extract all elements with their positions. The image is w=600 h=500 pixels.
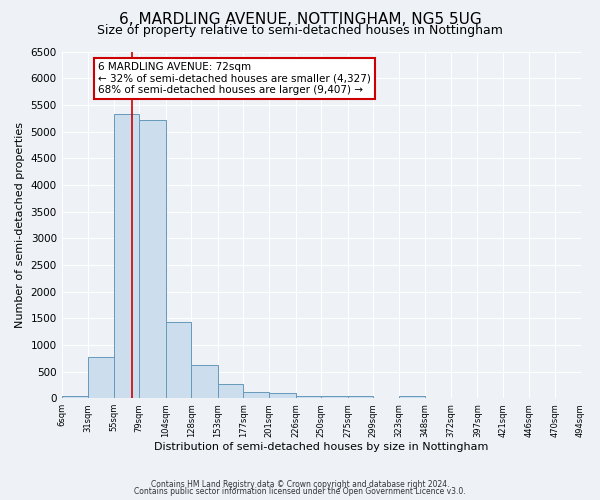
Bar [191,365,218,398]
Text: Size of property relative to semi-detached houses in Nottingham: Size of property relative to semi-detach… [97,24,503,37]
Text: Contains public sector information licensed under the Open Government Licence v3: Contains public sector information licen… [134,487,466,496]
Bar [398,396,425,398]
Bar [269,393,296,398]
Bar [88,356,114,398]
Bar [347,396,373,398]
Bar [62,396,88,398]
Bar [139,120,166,398]
X-axis label: Distribution of semi-detached houses by size in Nottingham: Distribution of semi-detached houses by … [154,442,488,452]
Bar [244,392,269,398]
Text: 6, MARDLING AVENUE, NOTTINGHAM, NG5 5UG: 6, MARDLING AVENUE, NOTTINGHAM, NG5 5UG [119,12,481,28]
Bar [166,322,191,398]
Bar [321,396,347,398]
Text: Contains HM Land Registry data © Crown copyright and database right 2024.: Contains HM Land Registry data © Crown c… [151,480,449,489]
Text: 6 MARDLING AVENUE: 72sqm
← 32% of semi-detached houses are smaller (4,327)
68% o: 6 MARDLING AVENUE: 72sqm ← 32% of semi-d… [98,62,371,95]
Bar [114,114,139,398]
Bar [218,384,244,398]
Y-axis label: Number of semi-detached properties: Number of semi-detached properties [15,122,25,328]
Bar [296,396,321,398]
